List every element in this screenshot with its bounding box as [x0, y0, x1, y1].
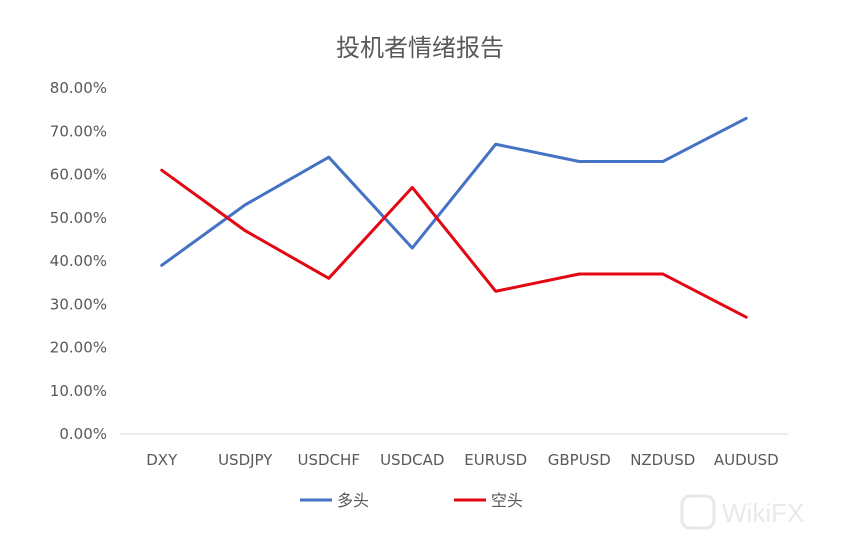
x-tick-label: USDCHF [298, 451, 360, 469]
legend-label-1: 空头 [491, 491, 523, 510]
y-tick-label: 10.00% [50, 382, 107, 400]
y-tick-label: 40.00% [50, 252, 107, 270]
watermark: WikiFX [680, 494, 804, 530]
y-tick-label: 0.00% [59, 425, 107, 443]
x-axis: DXY USDJPY USDCHF USDCAD EURUSD GBPUSD NZDUSD A… [120, 433, 788, 469]
y-tick-label: 30.00% [50, 295, 107, 313]
x-tick-label: USDCAD [380, 451, 444, 469]
x-tick-label: USDJPY [218, 451, 273, 469]
watermark-logo-icon [680, 494, 716, 530]
chart-title: 投机者情绪报告 [336, 34, 504, 62]
series-line-0 [160, 116, 748, 267]
series-line-1 [160, 168, 748, 319]
x-tick-label: NZDUSD [630, 451, 695, 469]
y-axis: 0.00% 10.00% 20.00% 30.00% 40.00% 50.00% 60.00… [50, 79, 107, 443]
y-tick-label: 80.00% [50, 79, 107, 97]
x-tick-label: GBPUSD [548, 451, 611, 469]
y-tick-label: 50.00% [50, 209, 107, 227]
x-tick-label: EURUSD [464, 451, 527, 469]
y-tick-label: 20.00% [50, 339, 107, 357]
legend-label-0: 多头 [337, 491, 369, 510]
y-tick-label: 70.00% [50, 122, 107, 140]
x-tick-label: AUDUSD [714, 451, 779, 469]
x-tick-label: DXY [146, 451, 178, 469]
y-tick-label: 60.00% [50, 166, 107, 184]
series-lines [160, 116, 748, 319]
legend: 多头 空头 [300, 491, 523, 510]
watermark-text: WikiFX [722, 498, 804, 528]
